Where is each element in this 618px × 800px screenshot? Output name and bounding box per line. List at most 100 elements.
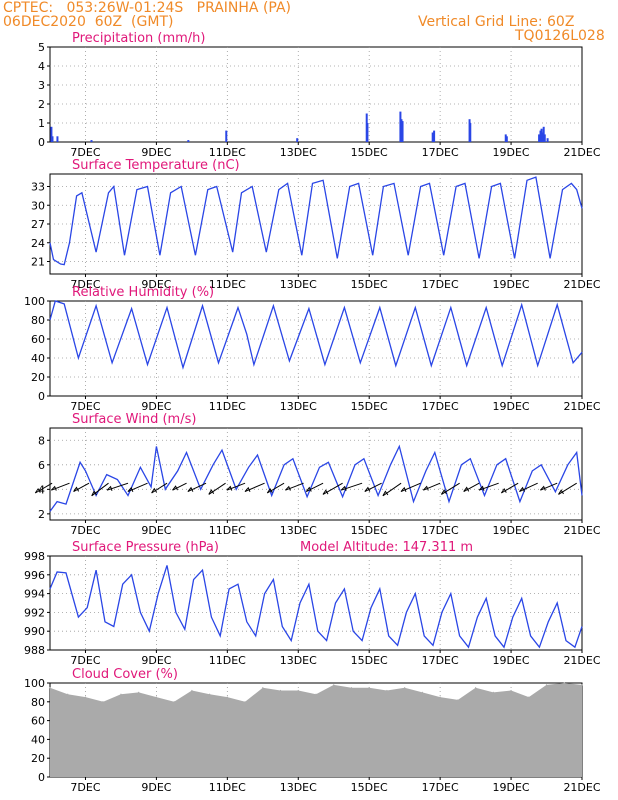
y-tick-label: 80 [31,696,45,709]
cloud-point [581,684,583,686]
precip-bar [542,126,545,142]
header-location: CPTEC: 053:26W-01:24S PRAINHA (PA) [3,0,292,16]
x-tick-label: 7DEC [70,278,100,291]
x-tick-label: 21DEC [563,400,600,413]
x-tick-label: 19DEC [493,278,530,291]
precip-bar [296,138,299,142]
wind-arrowhead [519,486,525,492]
wind-arrowhead [305,486,312,492]
x-tick-label: 9DEC [141,781,171,794]
wind-arrowhead [91,490,97,497]
x-tick-label: 13DEC [280,654,317,667]
cloud-point [173,701,175,703]
y-tick-label: 5 [38,41,45,54]
y-tick-label: 4 [38,60,45,73]
cloud-area [50,683,582,777]
cloud-point [191,689,193,692]
x-tick-label: 17DEC [422,400,459,413]
panel-title-cloud: Cloud Cover (%) [72,667,178,682]
wind-vector [340,482,363,491]
cloud-point [563,682,565,684]
x-tick-label: 15DEC [351,654,388,667]
precip-bar [539,130,542,142]
x-tick-label: 19DEC [493,400,530,413]
panel-title-precip: Precipitation (mm/h) [72,31,205,46]
wind-vector [226,482,246,491]
x-tick-label: 19DEC [493,654,530,667]
series-line-pressure [49,565,583,649]
x-tick-label: 21DEC [563,781,600,794]
y-tick-label: 1 [38,117,45,130]
precip-bar [56,136,59,142]
x-tick-label: 11DEC [209,524,246,537]
wind-arrowhead [226,485,233,491]
precip-bar [504,134,507,142]
x-tick-label: 13DEC [280,278,317,291]
cloud-point [102,701,104,703]
precip-bar [538,134,541,142]
y-tick-label: 3 [38,79,45,92]
x-tick-label: 17DEC [422,524,459,537]
cloud-point [545,684,548,686]
cloud-point [315,693,317,695]
wind-vector [463,482,480,493]
wind-vector [400,482,421,493]
y-tick-label: 990 [24,625,45,638]
x-tick-label: 13DEC [280,781,317,794]
y-tick-label: 20 [31,371,45,384]
cloud-point [510,689,512,692]
wind-vector [519,482,538,493]
x-tick-label: 9DEC [141,524,171,537]
cloud-point [226,696,228,698]
x-tick-label: 11DEC [209,654,246,667]
wind-vector [172,482,187,491]
x-tick-label: 15DEC [351,781,388,794]
panel-title-wind: Surface Wind (m/s) [72,412,196,427]
cloud-point [297,689,299,692]
wind-arrowhead [172,485,178,491]
x-tick-label: 21DEC [563,524,600,537]
y-tick-label: 80 [31,314,45,327]
wind-arrowhead [34,487,41,494]
wind-vector [208,482,226,495]
x-tick-label: 13DEC [280,400,317,413]
cloud-point [155,696,157,698]
wind-vector [441,482,460,495]
wind-arrowhead [340,485,347,491]
precip-bar [546,138,549,142]
x-tick-label: 11DEC [209,400,246,413]
cloud-point [439,696,441,698]
x-tick-label: 9DEC [141,278,171,291]
wind-vector [285,482,304,491]
wind-vector [91,482,109,497]
wind-arrowhead [50,485,57,491]
x-tick-label: 13DEC [280,524,317,537]
wind-vector [540,482,558,491]
x-tick-label: 17DEC [422,781,459,794]
precip-bar [540,128,543,142]
y-tick-label: 8 [38,434,45,447]
precip-bar [51,136,54,142]
x-tick-label: 19DEC [493,146,530,159]
wind-arrowhead [73,486,80,492]
precip-bar [400,119,403,142]
y-tick-label: 40 [31,352,45,365]
cloud-point [209,693,211,695]
panel-annotation: Model Altitude: 147.311 m [300,540,473,555]
wind-arrowhead [422,485,429,491]
y-tick-label: 2 [38,508,45,521]
wind-vector [106,482,129,491]
cloud-point [138,691,140,694]
precip-bar [469,123,472,142]
wind-arrowhead [478,485,485,491]
x-tick-label: 11DEC [209,278,246,291]
x-tick-label: 17DEC [422,146,459,159]
header-code: TQ0126L028 [515,28,605,44]
wind-arrowhead [266,487,273,494]
y-tick-label: 40 [31,733,45,746]
plot-frame-wind [49,427,583,521]
x-tick-label: 7DEC [70,781,100,794]
y-tick-label: 27 [31,218,45,231]
wind-arrowhead [106,485,113,491]
y-tick-label: 998 [24,550,45,563]
